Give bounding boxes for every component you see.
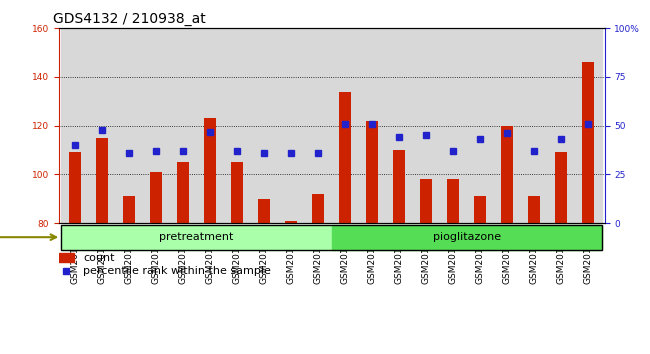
Bar (177, 162, 189, 223)
Bar (204, 118, 216, 223)
Bar (123, 196, 135, 223)
Bar (196, 28, 224, 223)
Bar (501, 126, 514, 223)
Bar (224, 28, 250, 223)
Text: pretreatment: pretreatment (159, 232, 233, 242)
Bar (169, 28, 196, 223)
Bar (150, 172, 162, 223)
Bar (332, 225, 602, 250)
Bar (69, 153, 81, 223)
Bar (332, 28, 359, 223)
Bar (385, 28, 413, 223)
Bar (115, 28, 142, 223)
Bar (474, 196, 486, 223)
Text: count: count (83, 253, 114, 263)
Bar (278, 28, 304, 223)
Bar (420, 179, 432, 223)
Bar (285, 221, 297, 223)
Text: pioglitazone: pioglitazone (433, 232, 500, 242)
Bar (555, 153, 567, 223)
Bar (467, 28, 494, 223)
Bar (575, 28, 602, 223)
Bar (96, 138, 108, 223)
Bar (366, 121, 378, 223)
Bar (521, 28, 548, 223)
Bar (312, 194, 324, 223)
Text: percentile rank within the sample: percentile rank within the sample (83, 266, 271, 276)
Bar (58, 253, 74, 263)
Text: GDS4132 / 210938_at: GDS4132 / 210938_at (53, 12, 206, 26)
Bar (88, 28, 115, 223)
Bar (393, 150, 405, 223)
Bar (304, 28, 332, 223)
Bar (447, 179, 459, 223)
Bar (439, 28, 467, 223)
Bar (142, 28, 169, 223)
Bar (413, 28, 439, 223)
Bar (61, 28, 88, 223)
Bar (250, 28, 278, 223)
Bar (359, 28, 385, 223)
Bar (61, 225, 332, 250)
Bar (528, 196, 540, 223)
Bar (494, 28, 521, 223)
Bar (582, 62, 594, 223)
Bar (231, 162, 243, 223)
Bar (548, 28, 575, 223)
Bar (339, 92, 351, 223)
Bar (258, 199, 270, 223)
